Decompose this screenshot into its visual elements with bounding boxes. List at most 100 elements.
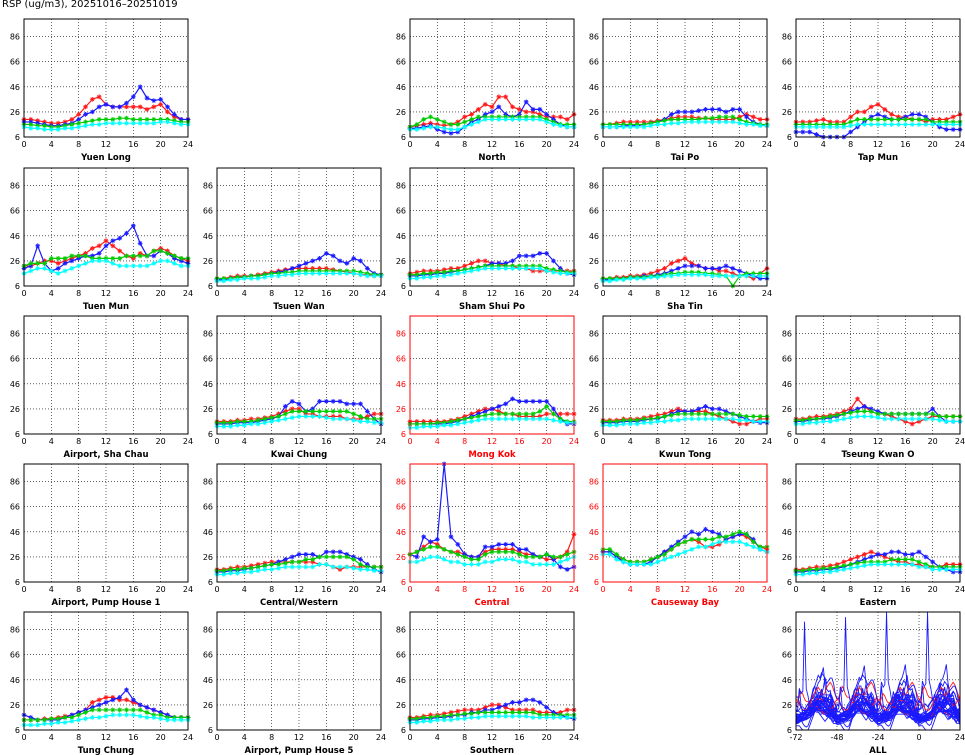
data-point [682, 255, 688, 261]
data-point [662, 414, 667, 419]
data-point [455, 122, 461, 127]
y-tick-label: 46 [396, 676, 406, 685]
data-point [475, 417, 481, 423]
data-point [228, 277, 234, 283]
panel-frame [216, 611, 382, 731]
data-point [317, 409, 322, 414]
x-tick-label: 12 [680, 437, 690, 446]
data-point [807, 129, 813, 135]
y-tick-label: 26 [203, 257, 213, 266]
station-label: North [478, 153, 505, 163]
station-label: Tai Po [671, 153, 700, 163]
data-point [344, 554, 350, 560]
data-point [289, 564, 295, 570]
data-point [28, 261, 34, 266]
data-point [516, 266, 522, 271]
data-point [130, 120, 136, 126]
data-point [151, 117, 157, 122]
station-label: Airport, Sha Chau [64, 450, 149, 460]
data-point [310, 557, 316, 562]
data-point [516, 710, 522, 715]
data-point [344, 551, 350, 557]
data-point [310, 266, 316, 271]
x-tick-label: 20 [349, 289, 359, 298]
data-point [178, 263, 184, 269]
data-point [627, 562, 633, 567]
data-point [171, 255, 177, 261]
data-point [55, 261, 61, 266]
data-point [675, 541, 681, 547]
data-point [641, 276, 647, 281]
data-point [276, 411, 281, 417]
data-point [737, 421, 743, 427]
data-point [537, 268, 543, 274]
data-point [323, 554, 329, 560]
y-tick-label: 6 [208, 282, 213, 291]
y-tick-label: 26 [10, 108, 20, 117]
station-label: Kwun Tong [659, 450, 711, 460]
data-point [469, 419, 474, 424]
data-point [55, 120, 61, 126]
data-point [414, 559, 420, 565]
data-point [475, 119, 481, 125]
data-point [448, 122, 454, 127]
station-label: Tsuen Wan [273, 302, 324, 312]
data-point [648, 562, 654, 567]
data-point [662, 266, 667, 271]
data-point [28, 717, 34, 723]
data-point [428, 124, 433, 130]
data-point [475, 557, 481, 562]
data-point [614, 277, 620, 283]
data-point [689, 409, 695, 414]
data-point [323, 271, 329, 276]
data-point [42, 119, 47, 125]
data-point [723, 119, 729, 125]
data-point [330, 409, 336, 414]
data-point [310, 414, 316, 419]
data-point [89, 707, 95, 713]
data-point [875, 122, 881, 127]
data-point [723, 536, 729, 542]
data-point [330, 549, 336, 555]
data-point [675, 258, 681, 264]
data-point [103, 117, 109, 122]
data-point [523, 263, 529, 269]
y-tick-label: 46 [10, 676, 20, 685]
data-point [303, 271, 309, 276]
data-point [868, 104, 874, 110]
x-tick-label: 20 [156, 585, 166, 594]
data-point [42, 261, 47, 266]
data-point [950, 562, 956, 567]
data-point [255, 568, 261, 574]
data-point [530, 715, 536, 720]
data-point [902, 562, 908, 567]
data-point [276, 562, 281, 567]
data-point [930, 406, 936, 412]
panel-frame [409, 18, 575, 138]
data-point [110, 255, 116, 261]
data-point [482, 117, 488, 122]
data-point [414, 276, 420, 281]
data-point [627, 421, 633, 427]
data-point [916, 564, 922, 570]
data-point [537, 699, 543, 705]
x-tick-label: 24 [762, 585, 772, 594]
data-point [337, 564, 343, 570]
data-point [441, 125, 447, 131]
data-point [516, 117, 522, 122]
data-point [841, 409, 847, 414]
data-point [943, 117, 949, 122]
x-tick-label: 20 [542, 437, 552, 446]
data-point [537, 414, 543, 419]
data-point [55, 271, 61, 276]
y-tick-label: 66 [396, 207, 406, 216]
y-tick-label: 6 [401, 726, 406, 735]
data-point [469, 707, 474, 713]
data-point [248, 416, 254, 422]
data-point [709, 541, 715, 547]
data-point [110, 117, 116, 122]
data-point [703, 115, 708, 121]
x-tick-label: 16 [128, 585, 138, 594]
data-point [723, 411, 729, 417]
